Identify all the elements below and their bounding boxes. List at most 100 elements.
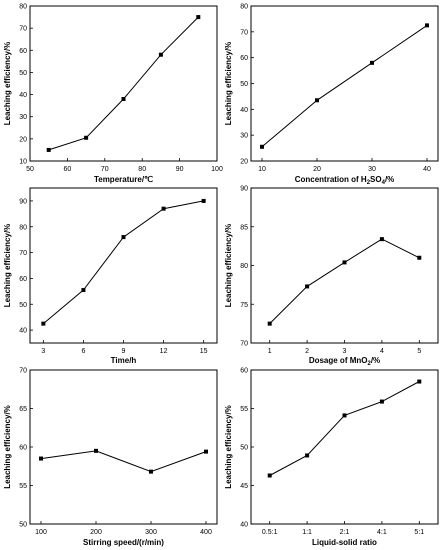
y-tick-label: 60 [19, 445, 27, 452]
y-tick-label: 80 [19, 4, 27, 11]
y-tick-label: 65 [19, 406, 27, 413]
data-point [121, 97, 126, 101]
y-tick-label: 50 [19, 70, 27, 77]
data-point [81, 288, 86, 293]
data-point [149, 469, 153, 474]
x-axis-label: Temperature/℃ [94, 175, 153, 184]
y-tick-label: 60 [19, 276, 27, 283]
x-axis-label: Dosage of MnO2/% [309, 356, 380, 367]
chart-panel-5: 50 55 60 65 70 100 200 300 400 Stirring speed/(r/… [3, 368, 218, 547]
y-axis-label: Leaching efficiency/% [3, 405, 12, 489]
data-point [305, 284, 310, 289]
x-tick-label: 4:1 [377, 529, 387, 536]
x-tick-label: 80 [138, 166, 146, 173]
y-tick-label: 80 [240, 263, 248, 270]
data-point [46, 147, 51, 152]
y-tick-label: 10 [19, 159, 27, 166]
y-tick-label: 60 [240, 55, 248, 62]
y-tick-label: 40 [240, 522, 248, 529]
data-point [260, 144, 264, 149]
plot-frame [250, 187, 439, 344]
y-tick-label: 90 [240, 186, 248, 193]
data-point [342, 260, 347, 265]
chart-panel-1: 10 20 30 40 50 60 70 80 50 60 70 80 90 100 Temperature… [3, 4, 223, 185]
data-point [379, 237, 384, 242]
series-line [261, 24, 428, 148]
data-point [196, 15, 201, 20]
data-point [417, 255, 422, 260]
y-tick-label: 30 [19, 114, 27, 121]
x-tick-label: 3 [41, 348, 45, 355]
x-axis-label: Stirring speed/(r/min) [83, 538, 164, 547]
x-tick-label: 4 [380, 348, 384, 355]
plot-frame [250, 5, 439, 162]
data-point [158, 52, 163, 57]
x-tick-label: 12 [160, 348, 168, 355]
data-point [41, 321, 46, 326]
x-tick-label: 50 [26, 166, 34, 173]
y-tick-label: 20 [240, 159, 248, 166]
data-point [342, 413, 347, 418]
data-point [84, 135, 89, 140]
y-tick-label: 50 [240, 81, 248, 88]
x-tick-label: 5 [417, 348, 421, 355]
plot-frame [29, 5, 218, 162]
data-point [39, 456, 43, 461]
x-tick-label: 1 [268, 348, 272, 355]
series-line [40, 450, 207, 473]
y-tick-label: 70 [19, 26, 27, 33]
data-point [204, 449, 208, 454]
series-line [43, 200, 204, 324]
x-tick-label: 100 [35, 529, 47, 536]
chart-panel-4: 70 75 80 85 90 1 2 3 4 5 Dosage of MnO2/% Leaching … [224, 186, 439, 367]
y-tick-label: 40 [19, 92, 27, 99]
data-point [379, 399, 384, 404]
y-tick-label: 80 [240, 4, 248, 11]
y-tick-label: 70 [19, 368, 27, 375]
x-tick-label: 3 [343, 348, 347, 355]
x-tick-label: 6 [81, 348, 85, 355]
y-axis-label: Leaching efficiency/% [3, 224, 12, 308]
y-tick-label: 55 [240, 406, 248, 413]
series-line [48, 16, 199, 151]
x-tick-label: 2 [305, 348, 309, 355]
x-tick-label: 9 [122, 348, 126, 355]
x-axis-label: Concentration of H2SO4/% [295, 175, 395, 186]
data-point [417, 379, 422, 384]
data-point [267, 321, 272, 326]
y-tick-label: 85 [240, 224, 248, 231]
x-tick-label: 90 [176, 166, 184, 173]
x-axis-label: Liquid-solid ratio [312, 538, 377, 547]
plot-frame [29, 187, 218, 344]
x-tick-label: 20 [313, 166, 321, 173]
y-tick-label: 70 [240, 29, 248, 36]
y-tick-label: 60 [19, 48, 27, 55]
data-point [425, 23, 429, 28]
x-tick-label: 60 [64, 166, 72, 173]
x-tick-label: 5:1 [414, 529, 424, 536]
x-tick-label: 200 [90, 529, 102, 536]
data-point [94, 448, 98, 453]
y-tick-label: 50 [19, 302, 27, 309]
x-tick-label: 0.5:1 [262, 529, 278, 536]
y-tick-label: 50 [240, 445, 248, 452]
y-axis-label: Leaching efficiency/% [224, 224, 233, 308]
data-point [370, 60, 374, 65]
y-tick-label: 40 [240, 107, 248, 114]
data-point [305, 453, 310, 458]
chart-panel-6: 40 45 50 55 60 0.5:1 1:1 2:1 4:1 5:1 Liquid-solid … [224, 368, 439, 547]
plot-frame [29, 369, 218, 525]
data-point [267, 473, 272, 478]
y-tick-label: 80 [19, 224, 27, 231]
x-tick-label: 400 [200, 529, 212, 536]
x-tick-label: 100 [211, 166, 223, 173]
x-tick-label: 15 [200, 348, 208, 355]
chart-panel-3: 40 50 60 70 80 90 3 6 9 12 15 Time/h Leaching effici… [3, 187, 218, 365]
x-axis-label: Time/h [111, 356, 137, 365]
x-tick-label: 2:1 [340, 529, 350, 536]
y-axis-label: Leaching efficiency/% [224, 42, 233, 126]
y-tick-label: 30 [240, 133, 248, 140]
y-axis-label: Leaching efficiency/% [3, 42, 12, 126]
y-tick-label: 55 [19, 483, 27, 490]
y-tick-label: 50 [19, 522, 27, 529]
